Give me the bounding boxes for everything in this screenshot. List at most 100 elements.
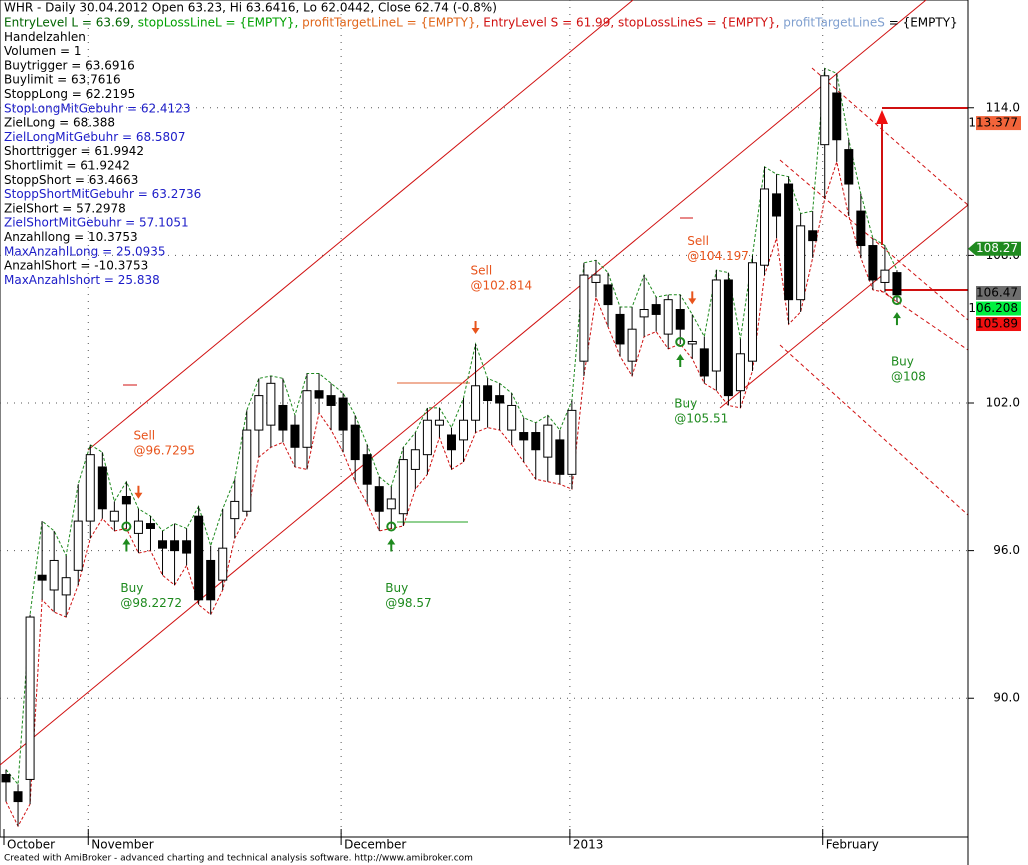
- signal-label: Buy: [120, 581, 143, 595]
- candle-body: [555, 439, 565, 475]
- y-tick-label: 102.0: [986, 396, 1020, 410]
- signal-label: Buy: [385, 581, 408, 595]
- info-segment: Handelzahlen: [4, 29, 86, 43]
- candle-body: [121, 495, 131, 505]
- price-tag: [976, 241, 1021, 256]
- price-tag-label: 106.47: [976, 286, 1018, 300]
- zigzag-line: [5, 159, 898, 828]
- candle-body: [483, 385, 493, 402]
- trendline: [779, 159, 969, 321]
- candle-body: [844, 149, 854, 185]
- info-segment: stopLossLineL = {EMPTY},: [138, 15, 302, 29]
- candle-body: [170, 540, 180, 552]
- candle-body: [145, 523, 155, 529]
- candle-body: [37, 574, 47, 581]
- signal-price: @105.51: [674, 411, 728, 425]
- info-line: MaxAnzahlLong = 25.0935: [4, 244, 166, 258]
- candle-body: [302, 390, 312, 448]
- info-line: Volumen = 1: [4, 44, 82, 58]
- candle-body: [543, 424, 553, 458]
- candle-body: [796, 225, 806, 301]
- candle-body: [687, 340, 697, 345]
- candle-body: [446, 434, 456, 451]
- info-line: StoppLong = 62.2195: [4, 87, 135, 101]
- buy-arrow: [676, 353, 685, 367]
- info-line: ZielLong = 68.388: [4, 115, 115, 129]
- info-line: MaxAnzahlshort = 25.838: [4, 272, 160, 286]
- candle-body: [784, 183, 794, 301]
- info-segment: EntryLevel L = 63.69,: [4, 15, 138, 29]
- buy-arrow: [892, 312, 901, 326]
- candle-body: [73, 520, 83, 571]
- y-tick-label: 96.0: [993, 543, 1020, 557]
- candle-body: [374, 486, 384, 512]
- info-line: Handelzahlen: [4, 29, 86, 43]
- signal-label: Buy: [891, 355, 914, 369]
- signal-label: Buy: [674, 396, 697, 410]
- info-line: StoppShortMitGebuhr = 63.2736: [4, 187, 201, 201]
- sell-arrow: [471, 320, 480, 334]
- candle-body: [49, 559, 59, 591]
- candle-body: [615, 313, 625, 345]
- candle-body: [218, 547, 228, 581]
- candle-body: [278, 404, 288, 431]
- candle-body: [182, 540, 192, 554]
- footer: Created with AmiBroker - advanced charti…: [4, 854, 473, 864]
- info-segment: StoppShort = 63.4663: [4, 172, 138, 186]
- candle-body: [266, 382, 276, 426]
- candle-body: [880, 269, 890, 283]
- candle-body: [194, 515, 204, 601]
- info-line: Buylimit = 63.7616: [4, 72, 121, 86]
- candle-body: [25, 616, 35, 780]
- info-segment: StoppShortMitGebuhr = 63.2736: [4, 187, 201, 201]
- info-segment: ZielShort = 57.2978: [4, 201, 126, 215]
- info-line: Shorttrigger = 61.9942: [4, 144, 144, 158]
- info-line: StoppShort = 63.4663: [4, 172, 138, 186]
- candle-body: [326, 395, 336, 406]
- info-segment: ZielShortMitGebuhr = 57.1051: [4, 215, 189, 229]
- candle-body: [133, 520, 143, 534]
- info-segment: = {EMPTY}: [885, 15, 958, 29]
- info-line: ZielShortMitGebuhr = 57.1051: [4, 215, 189, 229]
- info-segment: AnzahlShort = -10.3753: [4, 258, 148, 272]
- candle-body: [507, 404, 517, 431]
- price-tag-point: [968, 241, 976, 256]
- info-segment: MaxAnzahlshort = 25.838: [4, 272, 160, 286]
- candle-body: [808, 230, 818, 242]
- candle-body: [410, 449, 420, 470]
- buy-marker: [121, 521, 132, 532]
- info-segment: ZielLongMitGebuhr = 68.5807: [4, 129, 185, 143]
- info-panel: WHR - Daily 30.04.2012 Open 63.23, Hi 63…: [4, 1, 958, 287]
- signal-price: @104.197: [687, 249, 749, 263]
- price-tag: [976, 286, 1021, 301]
- candle-body: [591, 274, 601, 283]
- candle-body: [832, 92, 842, 141]
- x-tick-label: November: [91, 838, 153, 852]
- target-arrow-head: [876, 110, 888, 124]
- info-segment: Buytrigger = 63.6916: [4, 58, 135, 72]
- info-segment: Shorttrigger = 61.9942: [4, 144, 144, 158]
- candle-body: [531, 432, 541, 451]
- candle-body: [471, 385, 481, 421]
- trendline: [719, 204, 969, 409]
- candle-body: [230, 500, 240, 520]
- info-segment: Shortlimit = 61.9242: [4, 158, 130, 172]
- y-tick-label: 90.0: [993, 691, 1020, 705]
- candle-body: [699, 348, 709, 377]
- candle-body: [772, 193, 782, 217]
- info-line: ZielShort = 57.2978: [4, 201, 126, 215]
- candle-body: [651, 304, 661, 315]
- candle-body: [314, 390, 324, 399]
- info-segment: Anzahllong = 10.3753: [4, 230, 138, 244]
- trendline: [87, 0, 634, 451]
- buy-arrow: [387, 538, 396, 552]
- price-tag-label: 105.89: [976, 317, 1018, 331]
- candle-body: [747, 262, 757, 362]
- buy-marker: [386, 521, 397, 532]
- price-tag-label: 106.208: [968, 301, 1018, 315]
- signal-label: Sell: [471, 263, 493, 277]
- candle-body: [760, 188, 770, 266]
- info-line: ZielLongMitGebuhr = 68.5807: [4, 129, 185, 143]
- candle-body: [603, 284, 613, 306]
